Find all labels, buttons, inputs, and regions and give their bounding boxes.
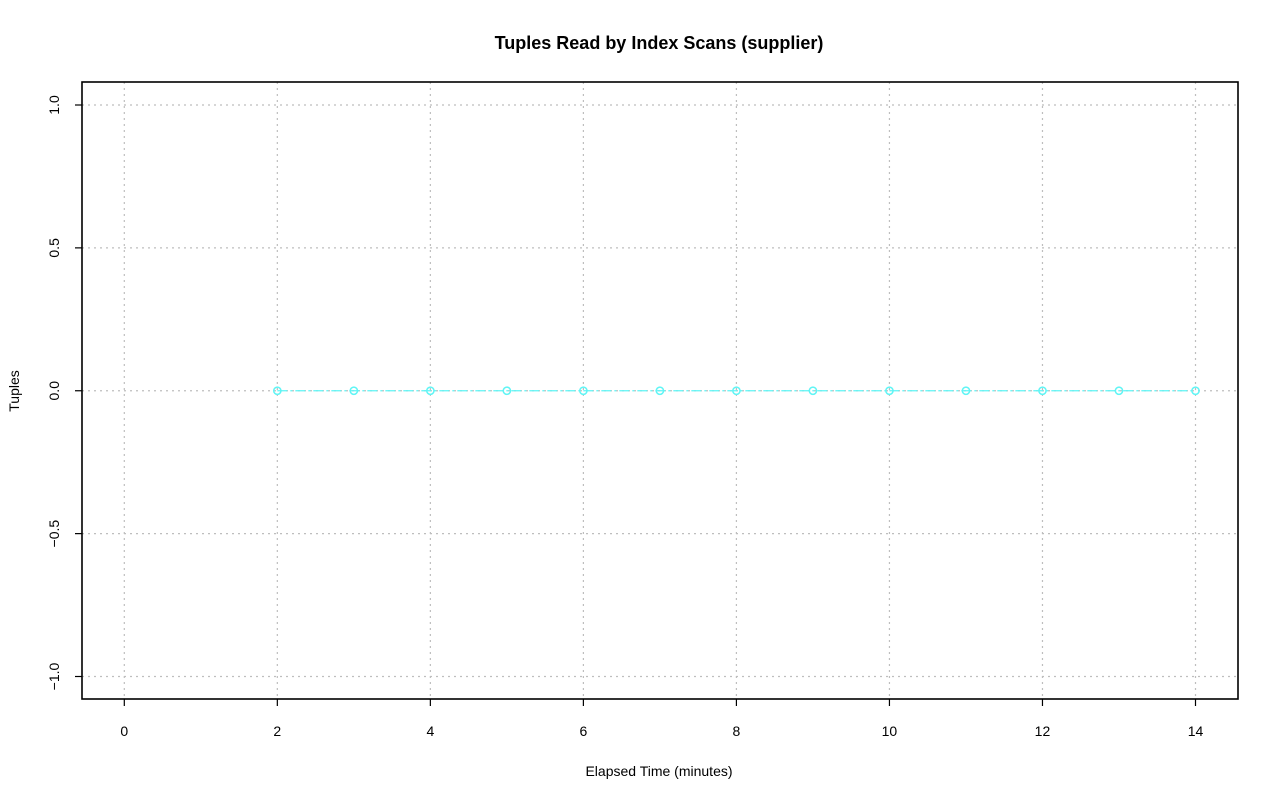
data-point bbox=[961, 386, 971, 396]
data-point bbox=[1191, 386, 1200, 396]
y-axis: −1.0 −0.5 0.0 0.5 1.0 bbox=[46, 95, 82, 690]
data-point bbox=[579, 386, 588, 396]
y-tick-label: −1.0 bbox=[46, 662, 62, 690]
y-tick-label: −0.5 bbox=[46, 520, 62, 548]
y-axis-label: Tuples bbox=[6, 370, 22, 412]
data-point bbox=[655, 386, 665, 396]
x-tick-label: 0 bbox=[120, 723, 128, 739]
chart-title: Tuples Read by Index Scans (supplier) bbox=[495, 33, 824, 53]
data-point bbox=[272, 386, 282, 396]
x-tick-label: 10 bbox=[882, 723, 898, 739]
x-axis-label: Elapsed Time (minutes) bbox=[585, 763, 732, 779]
y-tick-label: 0.5 bbox=[46, 238, 62, 258]
x-tick-label: 6 bbox=[579, 723, 587, 739]
data-point bbox=[885, 386, 894, 396]
x-tick-label: 8 bbox=[733, 723, 741, 739]
data-point bbox=[349, 386, 359, 396]
x-axis: 0 2 4 6 8 10 12 14 bbox=[120, 699, 1203, 739]
x-tick-label: 14 bbox=[1188, 723, 1204, 739]
data-point bbox=[426, 386, 435, 396]
data-point bbox=[808, 386, 818, 396]
y-tick-label: 0.0 bbox=[46, 381, 62, 401]
data-point bbox=[1038, 386, 1047, 396]
x-tick-label: 4 bbox=[426, 723, 434, 739]
x-tick-label: 2 bbox=[273, 723, 281, 739]
data-point bbox=[502, 386, 512, 396]
series-layer bbox=[272, 386, 1200, 396]
x-tick-label: 12 bbox=[1035, 723, 1051, 739]
data-point bbox=[1114, 386, 1124, 396]
y-tick-label: 1.0 bbox=[46, 95, 62, 115]
data-point bbox=[732, 386, 741, 396]
